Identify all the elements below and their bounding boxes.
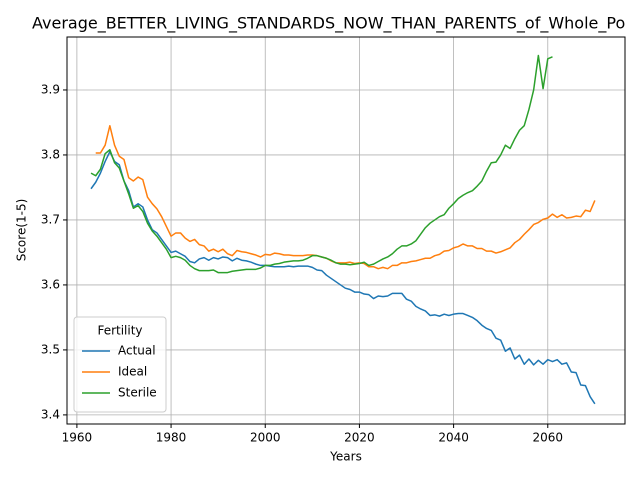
x-axis-label: Years [329, 450, 362, 464]
y-tick-label: 3.7 [41, 212, 60, 226]
lines [90, 54, 596, 405]
legend-frame [73, 316, 167, 413]
legend-label: Ideal [118, 365, 147, 379]
x-tick-label: 2020 [344, 431, 375, 445]
series-line [95, 124, 596, 270]
y-axis-label: Score(1-5) [15, 199, 29, 262]
x-tick-label: 2060 [533, 431, 564, 445]
axes-frame [66, 36, 626, 425]
y-tick-label: 3.4 [41, 407, 60, 421]
y-tick-label: 3.5 [41, 342, 60, 356]
y-tick-label: 3.6 [41, 277, 60, 291]
series-line [90, 150, 596, 405]
legend-label: Actual [118, 344, 156, 358]
x-tick-label: 1980 [156, 431, 187, 445]
y-tick-label: 3.8 [41, 147, 60, 161]
y-tick-label: 3.9 [41, 82, 60, 96]
chart-title: Average_BETTER_LIVING_STANDARDS_NOW_THAN… [32, 14, 625, 34]
series-line [90, 54, 553, 274]
legend-label: Sterile [118, 386, 157, 400]
x-tick-label: 2000 [250, 431, 281, 445]
legend: Fertility Actual Ideal Sterile [73, 316, 167, 413]
legend-title: Fertility [97, 324, 142, 338]
x-tick-label: 2040 [438, 431, 469, 445]
x-tick-label: 1960 [62, 431, 93, 445]
ticks: 1960 1980 2000 2020 2040 2060 3.4 3.5 3.6 3.7 3.8 3… [41, 82, 563, 444]
